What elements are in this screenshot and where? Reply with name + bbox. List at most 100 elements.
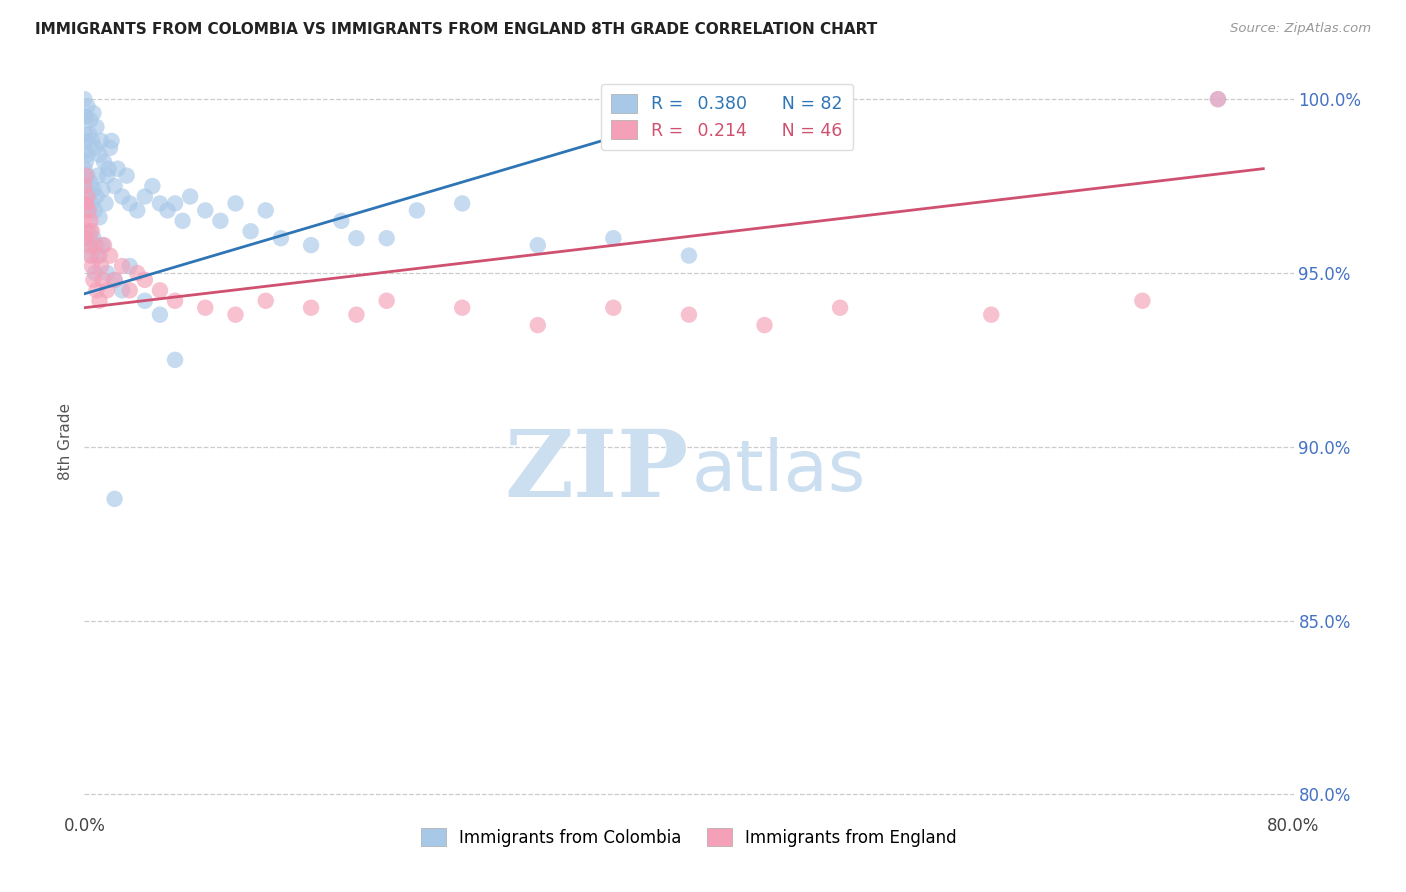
Point	[165, 293, 187, 308]
Point	[111, 283, 134, 297]
Point	[254, 293, 277, 308]
Point	[86, 120, 108, 134]
Point	[80, 259, 103, 273]
Point	[754, 318, 776, 332]
Point	[84, 141, 107, 155]
Point	[111, 189, 134, 203]
Point	[209, 214, 232, 228]
Point	[86, 189, 108, 203]
Text: Source: ZipAtlas.com: Source: ZipAtlas.com	[1230, 22, 1371, 36]
Point	[77, 189, 100, 203]
Point	[86, 283, 108, 297]
Point	[75, 231, 97, 245]
Point	[172, 214, 194, 228]
Point	[76, 99, 98, 113]
Point	[104, 179, 127, 194]
Point	[89, 148, 111, 162]
Point	[111, 259, 134, 273]
Point	[79, 214, 101, 228]
Point	[94, 196, 117, 211]
Text: IMMIGRANTS FROM COLOMBIA VS IMMIGRANTS FROM ENGLAND 8TH GRADE CORRELATION CHART: IMMIGRANTS FROM COLOMBIA VS IMMIGRANTS F…	[35, 22, 877, 37]
Point	[73, 196, 96, 211]
Point	[93, 238, 115, 252]
Point	[451, 196, 474, 211]
Point	[96, 266, 118, 280]
Point	[115, 169, 138, 183]
Point	[82, 273, 104, 287]
Point	[73, 127, 96, 141]
Point	[91, 273, 114, 287]
Point	[75, 231, 97, 245]
Point	[98, 249, 121, 263]
Point	[77, 127, 100, 141]
Point	[84, 238, 107, 252]
Point	[96, 283, 118, 297]
Point	[118, 196, 141, 211]
Point	[89, 293, 111, 308]
Point	[678, 249, 700, 263]
Text: ZIP: ZIP	[505, 426, 689, 516]
Point	[82, 106, 104, 120]
Point	[225, 308, 247, 322]
Point	[179, 189, 201, 203]
Point	[225, 196, 247, 211]
Point	[91, 182, 114, 196]
Point	[80, 249, 103, 263]
Point	[149, 283, 172, 297]
Point	[77, 203, 100, 218]
Point	[80, 134, 103, 148]
Point	[84, 266, 107, 280]
Point	[75, 110, 97, 124]
Point	[80, 224, 103, 238]
Point	[527, 238, 550, 252]
Point	[406, 203, 429, 218]
Point	[194, 203, 217, 218]
Point	[118, 259, 141, 273]
Point	[299, 238, 322, 252]
Point	[89, 211, 111, 225]
Point	[107, 161, 129, 176]
Point	[77, 238, 100, 252]
Point	[1130, 293, 1153, 308]
Point	[375, 293, 398, 308]
Point	[93, 154, 115, 169]
Point	[375, 231, 398, 245]
Point	[73, 179, 96, 194]
Point	[75, 169, 97, 183]
Point	[602, 231, 624, 245]
Text: atlas: atlas	[692, 437, 866, 506]
Point	[134, 189, 156, 203]
Point	[1206, 92, 1229, 106]
Point	[73, 110, 96, 124]
Point	[77, 238, 100, 252]
Point	[156, 203, 179, 218]
Point	[73, 161, 96, 176]
Point	[830, 301, 852, 315]
Legend: Immigrants from Colombia, Immigrants from England: Immigrants from Colombia, Immigrants fro…	[413, 820, 965, 855]
Point	[165, 196, 187, 211]
Point	[87, 249, 110, 263]
Point	[104, 273, 127, 287]
Point	[75, 134, 97, 148]
Point	[76, 203, 98, 218]
Point	[87, 169, 110, 183]
Point	[90, 259, 112, 273]
Point	[76, 148, 98, 162]
Point	[91, 238, 114, 252]
Point	[86, 238, 108, 252]
Point	[270, 231, 292, 245]
Point	[104, 491, 127, 506]
Point	[602, 301, 624, 315]
Point	[76, 169, 98, 183]
Point	[118, 283, 141, 297]
Y-axis label: 8th Grade: 8th Grade	[58, 403, 73, 480]
Point	[141, 179, 163, 194]
Point	[330, 214, 353, 228]
Point	[96, 169, 118, 183]
Point	[97, 161, 120, 176]
Point	[678, 308, 700, 322]
Point	[346, 308, 368, 322]
Point	[98, 141, 121, 155]
Point	[79, 176, 101, 190]
Point	[165, 352, 187, 367]
